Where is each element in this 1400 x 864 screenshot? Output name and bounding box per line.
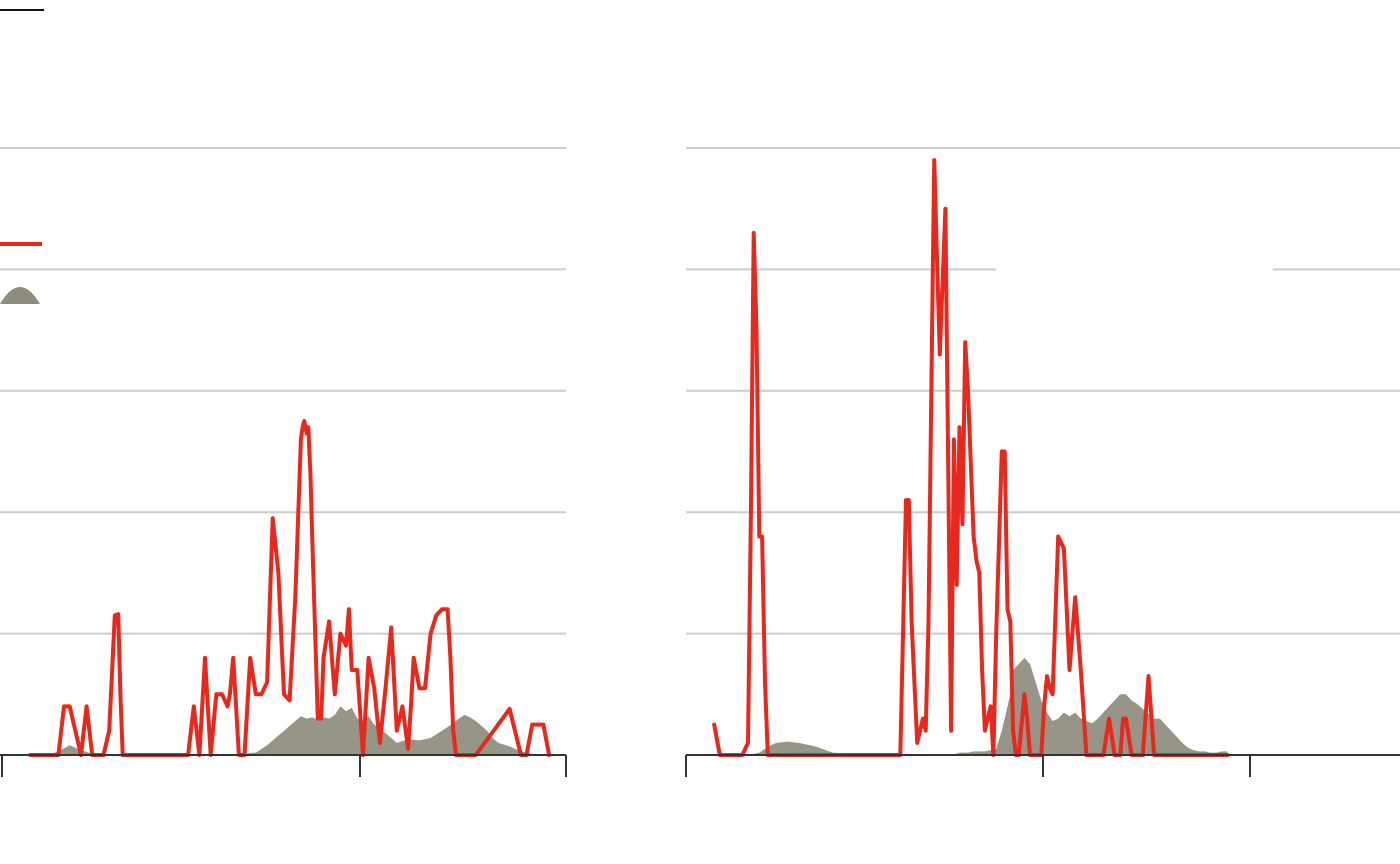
area-series: [686, 657, 1228, 755]
legend-area-swatch: [0, 287, 40, 304]
line-series: [712, 158, 1230, 757]
chart-panel-right: [685, 147, 1400, 777]
chart-panel-left: [0, 147, 567, 777]
line-series: [28, 419, 552, 757]
